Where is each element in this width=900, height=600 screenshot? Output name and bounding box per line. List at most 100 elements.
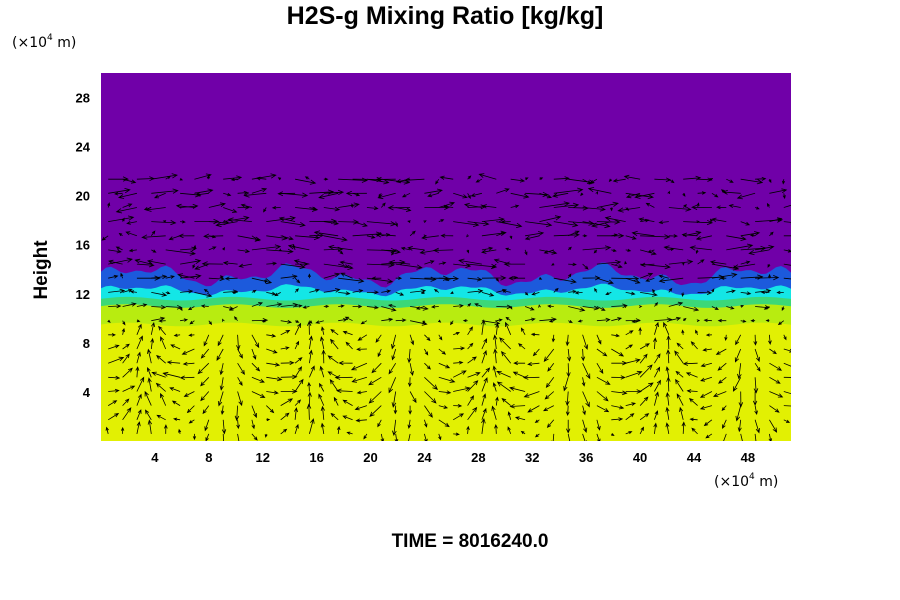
wind-vector-12: [280, 428, 288, 435]
wind-vector-552: [444, 277, 454, 282]
wind-vector-444: [280, 302, 299, 308]
wind-vector-13: [294, 423, 299, 435]
wind-vector-876: [277, 177, 282, 181]
wind-vector-456: [453, 304, 464, 308]
wind-vector-34: [596, 433, 601, 441]
wind-vector-365: [520, 327, 526, 335]
wind-vector-338: [136, 323, 142, 335]
wind-vector-303: [320, 336, 325, 350]
wind-vector-549: [410, 276, 437, 282]
wind-vector-331: [715, 348, 727, 355]
wind-vector-42: [705, 433, 713, 439]
wind-vector-672: [101, 235, 109, 241]
wind-vector-422: [654, 317, 673, 323]
wind-vector-70: [424, 419, 428, 428]
wind-vector-809: [696, 202, 700, 208]
x-tick-label-2: 12: [255, 450, 269, 465]
y-tick-label-3: 16: [76, 238, 90, 253]
wind-vector-634: [251, 244, 282, 251]
wind-vector-262: [424, 362, 431, 370]
wind-vector-582: [192, 263, 196, 269]
wind-vector-863: [782, 193, 786, 200]
wind-vector-539: [264, 278, 268, 284]
wind-vector-715: [726, 235, 747, 241]
wind-vector-53: [173, 417, 181, 421]
wind-vector-324: [625, 344, 634, 350]
wind-vector-84: [625, 413, 635, 421]
wind-vector-137: [688, 397, 698, 406]
wind-vector-779: [263, 207, 267, 213]
wind-vector-553: [467, 277, 483, 282]
wind-vector-620: [740, 260, 751, 265]
wind-vector-240: [108, 356, 125, 364]
wind-vector-85: [639, 413, 650, 421]
wind-vector-808: [682, 204, 688, 208]
wind-vector-270: [527, 361, 540, 366]
wind-vector-583: [194, 263, 209, 270]
wind-vector-825: [237, 190, 249, 195]
wind-vector-766: [769, 217, 783, 222]
wind-vector-884: [375, 176, 396, 182]
wind-vector-769: [122, 203, 133, 208]
wind-vector-423: [668, 316, 682, 322]
wind-vector-281: [682, 361, 698, 366]
wind-vector-879: [323, 177, 329, 181]
wind-vector-728: [223, 215, 250, 222]
wind-vector-129: [582, 405, 586, 416]
wind-vector-824: [223, 192, 232, 197]
wind-vector-829: [277, 191, 296, 197]
wind-vector-608: [568, 262, 577, 267]
wind-vector-149: [169, 387, 181, 392]
wind-vector-774: [175, 203, 195, 209]
wind-vector-667: [726, 243, 754, 251]
wind-vector-122: [481, 393, 487, 406]
wind-vector-56: [221, 419, 227, 435]
wind-vector-446: [302, 305, 310, 309]
wind-vector-157: [294, 378, 304, 392]
wind-vector-185: [686, 389, 698, 393]
wind-vector-648: [432, 247, 454, 253]
wind-vector-329: [690, 341, 698, 350]
wind-vector-135: [665, 392, 670, 406]
wind-vector-145: [122, 385, 136, 392]
wind-vector-811: [716, 205, 727, 210]
wind-vector-297: [237, 348, 243, 359]
wind-vector-623: [783, 263, 791, 266]
wind-vector-216: [453, 370, 467, 378]
wind-vector-617: [697, 259, 705, 265]
wind-vector-213: [407, 377, 412, 388]
wind-vector-313: [467, 342, 474, 350]
wind-vector-899: [608, 178, 612, 183]
wind-vector-696: [440, 233, 454, 238]
wind-vector-217: [467, 372, 481, 378]
wind-vector-722: [126, 220, 137, 225]
wind-vector-300: [280, 346, 290, 350]
wind-vector-502: [421, 291, 425, 294]
wind-vector-344: [217, 334, 224, 347]
wind-vector-878: [304, 176, 310, 180]
wind-vector-893: [524, 177, 529, 181]
wind-vector-729: [215, 221, 238, 228]
wind-vector-352: [330, 329, 339, 336]
wind-vector-684: [280, 235, 294, 241]
wind-vector-481: [122, 288, 133, 293]
wind-vector-223: [545, 377, 555, 388]
wind-vector-644: [390, 249, 397, 256]
wind-vector-88: [679, 406, 684, 420]
wind-vector-304: [329, 338, 339, 350]
wind-vector-831: [323, 189, 345, 196]
wind-vector-305: [345, 341, 353, 350]
wind-vector-860: [722, 189, 741, 195]
wind-vector-544: [338, 277, 365, 284]
wind-vector-399: [315, 320, 324, 324]
wind-vector-132: [625, 402, 637, 406]
wind-vector-396: [280, 319, 293, 324]
wind-vector-206: [309, 365, 315, 378]
wind-vector-909: [755, 176, 767, 181]
wind-vector-762: [709, 218, 713, 222]
wind-vector-90: [703, 419, 713, 427]
wind-vector-231: [665, 366, 670, 378]
wind-vector-292: [160, 336, 167, 350]
wind-vector-877: [295, 178, 317, 185]
wind-vector-209: [334, 375, 353, 380]
